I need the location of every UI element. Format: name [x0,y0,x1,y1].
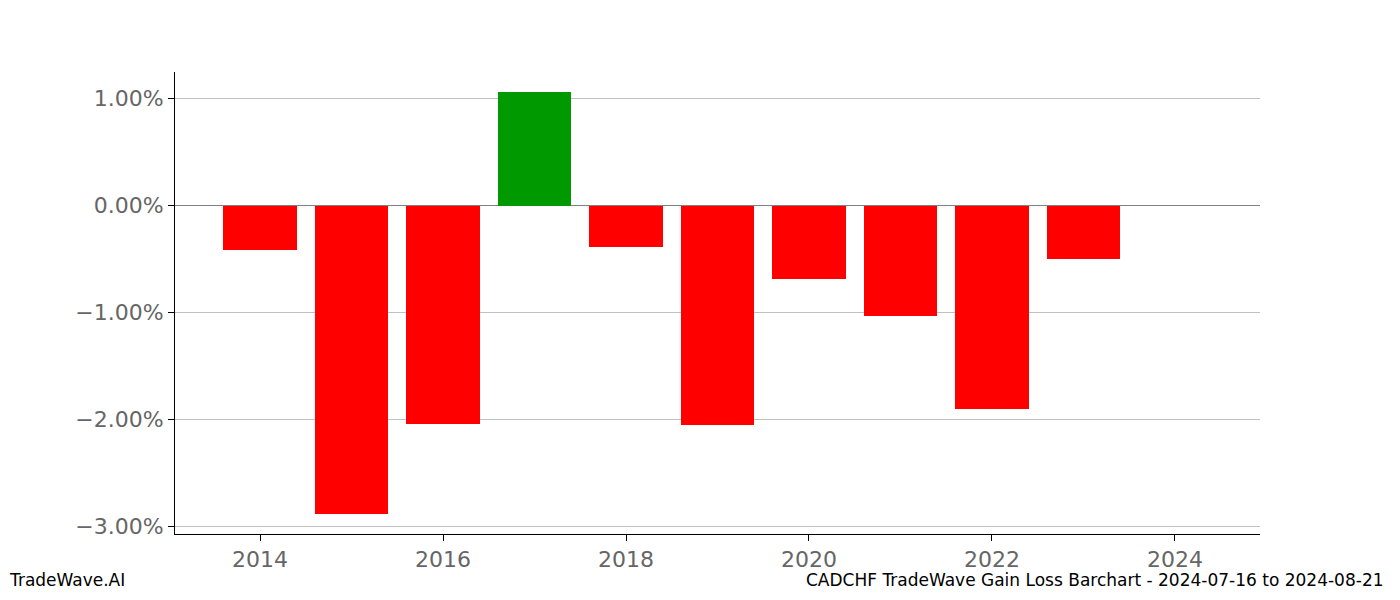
svg-text:CADCHF TradeWave Gain Loss Bar: CADCHF TradeWave Gain Loss Barchart - 20… [806,570,1384,590]
svg-text:2024: 2024 [1147,547,1203,572]
svg-text:2022: 2022 [964,547,1020,572]
svg-text:−2.00%: −2.00% [75,407,163,432]
svg-text:2020: 2020 [781,547,837,572]
svg-text:2018: 2018 [598,547,654,572]
svg-text:2016: 2016 [415,547,471,572]
svg-text:0.00%: 0.00% [94,193,164,218]
svg-text:1.00%: 1.00% [94,86,164,111]
svg-text:TradeWave.AI: TradeWave.AI [9,570,125,590]
svg-text:−3.00%: −3.00% [75,514,163,539]
svg-text:2014: 2014 [232,547,288,572]
svg-text:−1.00%: −1.00% [75,300,163,325]
